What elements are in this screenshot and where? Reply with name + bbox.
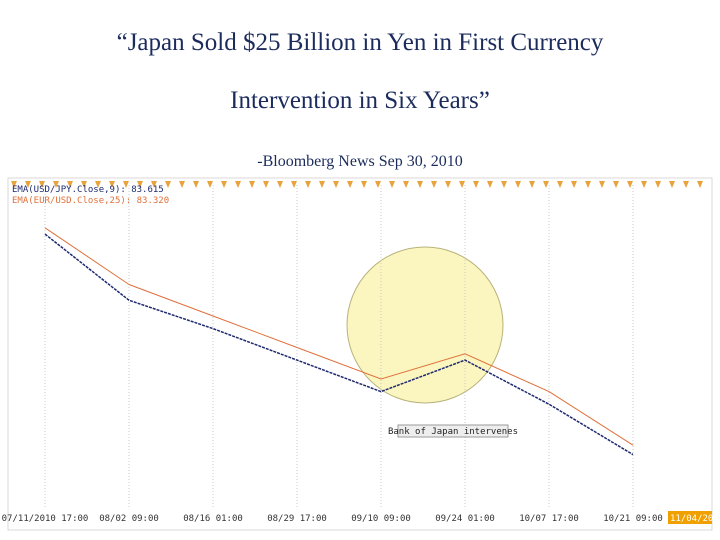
marker [389,181,395,188]
highlight-circle [346,246,504,404]
marker [109,181,115,188]
marker [221,181,227,188]
marker [123,181,129,188]
legend-entry: EMA(USD/JPY.Close,9): 83.615 [12,185,164,195]
marker [431,181,437,188]
marker [571,181,577,188]
marker [599,181,605,188]
marker [669,181,675,188]
marker [263,181,269,188]
marker [235,181,241,188]
marker [207,181,213,188]
plot: 07/11/2010 17:00 08/02 09:00 08/16 01:00 08… [2,185,719,524]
marker [403,181,409,188]
marker [25,181,31,188]
marker [683,181,689,188]
x-tick-label: 09/24 01:00 [435,514,495,524]
marker [585,181,591,188]
source: -Bloomberg News Sep 30, 2010 [257,153,462,170]
series-line [44,233,634,456]
marker [137,181,143,188]
legend-entry: EMA(EUR/USD.Close,25): 83.320 [12,196,169,206]
x-tick-label: 08/29 17:00 [267,514,327,524]
marker [557,181,563,188]
x-tick-label: 09/10 09:00 [351,514,411,524]
marker [95,181,101,188]
marker [67,181,73,188]
marker [291,181,297,188]
marker [543,181,549,188]
grid [11,181,703,508]
marker [39,181,45,188]
marker [459,181,465,188]
marker [655,181,661,188]
x-tick-label: 10/21 09:00 [603,514,663,524]
marker [347,181,353,188]
marker [529,181,535,188]
marker [179,181,185,188]
annotation: Bank of Japan intervenes [388,427,518,437]
marker [11,181,17,188]
marker [445,181,451,188]
marker [375,181,381,188]
marker [319,181,325,188]
marker [515,181,521,188]
x-tick-label: 10/07 17:00 [519,514,579,524]
x-tick-label: 07/11/2010 17:00 [2,514,89,524]
cursor-label: 11/04/201 [670,514,719,524]
marker [501,181,507,188]
marker [697,181,703,188]
series-line [44,227,634,446]
marker [53,181,59,188]
marker [333,181,339,188]
title-line-2: Intervention in Six Years” [230,87,490,114]
marker [81,181,87,188]
marker [193,181,199,188]
marker [305,181,311,188]
marker [487,181,493,188]
marker [165,181,171,188]
marker [641,181,647,188]
marker [473,181,479,188]
marker [151,181,157,188]
marker [361,181,367,188]
title-line-1: “Japan Sold $25 Billion in Yen in First … [117,29,604,56]
marker [417,181,423,188]
cursor-box [668,511,712,524]
marker [613,181,619,188]
x-tick-label: 08/16 01:00 [183,514,243,524]
marker [277,181,283,188]
marker [627,181,633,188]
marker [249,181,255,188]
x-tick-label: 08/02 09:00 [99,514,159,524]
annotation-box [397,424,509,438]
